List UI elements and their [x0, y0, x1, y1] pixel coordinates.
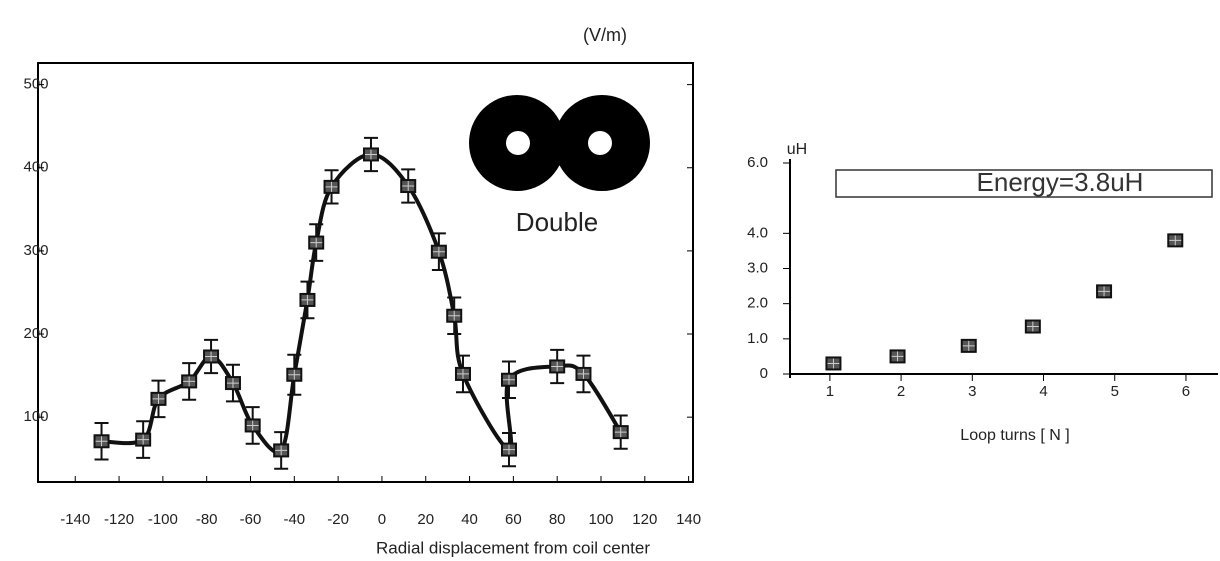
- x-axis-label: Radial displacement from coil center: [376, 538, 650, 557]
- x-tick-label: 1: [826, 383, 834, 400]
- x-tick-label: 80: [549, 511, 566, 528]
- y-tick-label: 500: [23, 76, 48, 93]
- point-pattern: [827, 358, 840, 369]
- chart-title: Energy=3.8uH: [977, 167, 1144, 197]
- x-tick-label: -20: [327, 511, 349, 528]
- point-pattern: [95, 436, 108, 447]
- point-pattern: [891, 351, 904, 362]
- y-tick-label: 1.0: [747, 330, 768, 347]
- plot-frame: [37, 62, 694, 483]
- y-tick-label: 100: [23, 408, 48, 425]
- y-tick-label: 300: [23, 242, 48, 259]
- x-tick-label: 2: [897, 383, 905, 400]
- point-pattern: [502, 444, 515, 455]
- point-pattern: [962, 340, 975, 351]
- x-tick-label: 4: [1039, 383, 1047, 400]
- point-pattern: [432, 246, 445, 257]
- x-tick-label: -100: [148, 511, 178, 528]
- x-tick-label: -60: [240, 511, 262, 528]
- x-tick-label: 140: [676, 511, 701, 528]
- x-tick-label: 40: [461, 511, 478, 528]
- title-box: [835, 169, 1213, 198]
- x-tick-label: 100: [588, 511, 613, 528]
- fit-curve: [101, 152, 623, 455]
- point-pattern: [152, 393, 165, 404]
- point-pattern: [577, 368, 590, 379]
- y-tick-label: 4.0: [747, 224, 768, 241]
- x-tick-label: 120: [632, 511, 657, 528]
- point-pattern: [614, 427, 627, 438]
- x-tick-label: -140: [60, 511, 90, 528]
- y-tick-label: 0: [760, 365, 768, 382]
- point-pattern: [1169, 235, 1182, 246]
- y-tick-label: 200: [23, 325, 48, 342]
- point-pattern: [288, 369, 301, 380]
- point-pattern: [301, 294, 314, 305]
- x-tick-label: -40: [283, 511, 305, 528]
- x-tick-label: 60: [505, 511, 522, 528]
- point-pattern: [456, 368, 469, 379]
- point-pattern: [364, 149, 377, 160]
- x-tick-label: 5: [1111, 383, 1119, 400]
- point-pattern: [226, 378, 239, 389]
- unit-label: (V/m): [583, 25, 627, 45]
- point-pattern: [325, 181, 338, 192]
- x-tick-label: 3: [968, 383, 976, 400]
- coil-hole: [588, 131, 612, 155]
- point-pattern: [502, 374, 515, 385]
- x-tick-label: 0: [378, 511, 386, 528]
- point-pattern: [1026, 321, 1039, 332]
- point-pattern: [551, 361, 564, 372]
- point-pattern: [448, 310, 461, 321]
- point-pattern: [137, 434, 150, 445]
- coil-hole: [506, 131, 530, 155]
- point-pattern: [402, 181, 415, 192]
- y-axis-label: uH: [787, 141, 807, 158]
- x-tick-label: -120: [104, 511, 134, 528]
- point-pattern: [1098, 286, 1111, 297]
- x-tick-label: 6: [1182, 383, 1190, 400]
- x-tick-label: -80: [196, 511, 218, 528]
- point-pattern: [183, 376, 196, 387]
- point-pattern: [205, 351, 218, 362]
- annotation: Double: [516, 207, 598, 237]
- y-tick-label: 2.0: [747, 295, 768, 312]
- x-tick-label: 20: [417, 511, 434, 528]
- y-tick-label: 6.0: [747, 154, 768, 171]
- y-tick-label: 400: [23, 159, 48, 176]
- y-tick-label: 3.0: [747, 259, 768, 276]
- x-axis-label: Loop turns [ N ]: [960, 427, 1069, 444]
- point-pattern: [275, 445, 288, 456]
- point-pattern: [310, 237, 323, 248]
- point-pattern: [246, 420, 259, 431]
